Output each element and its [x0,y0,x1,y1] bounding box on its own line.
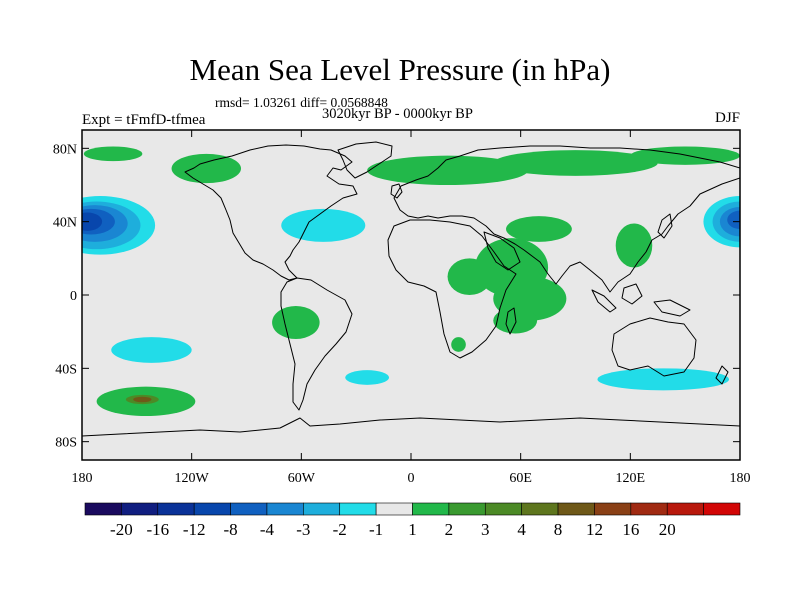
lon-tick-label: 60W [288,471,316,486]
colorbar-label: 16 [622,520,639,539]
lon-tick-label: 120W [175,471,210,486]
lon-tick-label: 180 [72,471,93,486]
coastline-south-america [280,277,353,411]
south-america-positive-shell-0 [272,306,320,339]
south-pacific-positive-shell-2 [133,396,152,403]
colorbar-swatch [375,502,413,516]
colorbar-swatch [703,502,741,516]
africa-asia-positive-shell-0 [506,216,572,242]
south-pacific-negative-shell-0 [111,337,192,363]
coastlines [82,141,740,437]
east-asia-positive-shell-0 [615,223,653,268]
colorbar-swatch [339,502,377,516]
coastline-australia [611,317,697,377]
coastline-madagascar [505,307,517,335]
southern-ocean-negative-shell-0 [597,368,730,391]
africa-asia-positive-shell-4 [493,307,538,334]
lat-tick-label: 40N [53,216,77,231]
colorbar-label: -8 [223,520,237,539]
colorbar-label: -4 [260,520,275,539]
coastline-new-zealand [715,365,729,385]
coastline-sumatra [591,289,617,313]
colorbar-label: -3 [296,520,310,539]
period-label: 3020kyr BP - 0000kyr BP [322,106,473,122]
arctic-positive-east-shell-0 [367,155,528,185]
colorbar-label: -20 [110,520,133,539]
colorbar-swatch [557,502,595,516]
arctic-positive-west-shell-1 [171,153,242,184]
experiment-label: Expt = tFmfD-tfmea [82,112,206,128]
season-label: DJF [714,110,740,126]
colorbar: -20 -16 -12 -8 -4 -3 -2 -1 1 2 3 4 8 12 16 20 [84,502,741,539]
colorbar-label: 3 [481,520,490,539]
coastline-africa [387,219,517,359]
north-pacific-low-east-shell-3 [727,210,740,229]
colorbar-swatch [230,502,268,516]
lat-tick-label: 40S [55,362,77,377]
colorbar-swatch [84,502,122,516]
north-atlantic-negative-shell-0 [281,208,366,242]
colorbar-label: 1 [408,520,417,539]
south-atlantic-negative-shell-0 [345,370,390,385]
page-title: Mean Sea Level Pressure (in hPa) [189,52,611,87]
stats-label: rmsd= 1.03261 diff= 0.0568848 [215,95,388,110]
coastline-north-america [184,144,358,281]
colorbar-swatch [193,502,231,516]
colorbar-swatch [630,502,668,516]
coastline-japan [657,213,673,239]
colorbar-label: -16 [146,520,169,539]
coastline-antarctica [82,417,740,437]
colorbar-label: 2 [445,520,454,539]
africa-asia-positive-shell-5 [451,337,466,352]
coastline-greenland [337,141,393,179]
colorbar-swatch [484,502,522,516]
north-pacific-low-west-shell-4 [82,212,103,231]
arctic-positive-east-shell-1 [493,150,658,176]
colorbar-swatch [266,502,304,516]
colorbar-label: -1 [369,520,383,539]
coastline-arabia [483,231,521,271]
colorbar-swatch [303,502,341,516]
lat-tick-label: 80S [55,436,77,451]
colorbar-swatch [448,502,486,516]
colorbar-label: 12 [586,520,603,539]
lon-tick-label: 120E [616,471,646,486]
africa-asia-positive-shell-2 [447,258,492,295]
coastline-new-guinea [653,299,691,317]
lat-tick-label: 80N [53,142,77,157]
colorbar-label: 20 [659,520,676,539]
colorbar-swatch [521,502,559,516]
coastline-british-isles [390,183,403,199]
colorbar-label: -12 [183,520,206,539]
lon-tick-label: 60E [509,471,532,486]
colorbar-swatch [157,502,195,516]
colorbar-label: -2 [333,520,347,539]
colorbar-label: 4 [517,520,526,539]
axis-ticks: 80N 40N 0 40S 80S 180 120W 60W 0 60E 120E 180 [53,130,751,486]
colorbar-swatch [412,502,450,516]
colorbar-label: 8 [554,520,563,539]
colorbar-swatch [666,502,704,516]
lon-tick-label: 0 [408,471,415,486]
anomaly-layer [82,146,740,417]
arctic-positive-west-shell-0 [83,146,143,162]
coastline-eurasia [393,145,740,293]
coastline-borneo [621,283,643,305]
arctic-positive-east-shell-2 [630,146,740,165]
lat-tick-label: 0 [70,289,77,304]
lon-tick-label: 180 [730,471,751,486]
colorbar-swatch [594,502,632,516]
colorbar-swatch [121,502,159,516]
